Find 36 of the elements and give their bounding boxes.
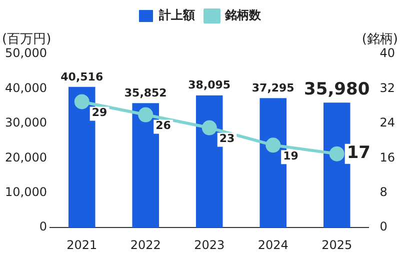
y2-tick-label: 40	[380, 46, 396, 60]
point	[202, 120, 217, 136]
y2-tick-label: 32	[380, 80, 396, 95]
x-tick-label: 2022	[130, 238, 161, 252]
point	[138, 107, 154, 122]
legend-label: 銘柄数	[224, 8, 262, 22]
point	[74, 94, 90, 110]
data-label: 23	[219, 132, 235, 146]
x-tick-label: 2025	[322, 238, 352, 252]
data-label: 19	[283, 150, 298, 162]
y2-tick-label: 0	[380, 220, 388, 234]
y2-tick-label: 16	[380, 150, 396, 164]
data-label: 38,095	[188, 78, 231, 92]
y-tick-label: 0	[39, 220, 47, 234]
y-tick-label: 10,000	[4, 185, 47, 200]
data-label: 17	[346, 143, 371, 164]
y2-axis-title: (銘柄)	[362, 32, 398, 47]
y-tick-label: 20,000	[4, 150, 47, 164]
point	[329, 146, 344, 162]
y-tick-label: 30,000	[4, 116, 47, 130]
y2-tick-label: 24	[380, 116, 396, 130]
data-label: 37,295	[252, 81, 294, 94]
y-axis-title: (百万円)	[2, 32, 52, 47]
x-tick-label: 2021	[66, 238, 98, 252]
data-label: 40,516	[60, 70, 104, 84]
x-tick-label: 2024	[258, 238, 288, 252]
data-label: 35,980	[304, 80, 370, 100]
data-label: 26	[156, 119, 172, 132]
point	[266, 138, 281, 153]
y-tick-label: 40,000	[4, 80, 47, 95]
y-tick-label: 50,000	[4, 46, 47, 60]
x-tick-label: 2023	[194, 238, 225, 252]
data-label: 29	[92, 106, 108, 120]
data-label: 35,852	[124, 86, 167, 100]
legend-label: 計上額	[158, 8, 195, 22]
y2-tick-label: 8	[380, 185, 388, 200]
